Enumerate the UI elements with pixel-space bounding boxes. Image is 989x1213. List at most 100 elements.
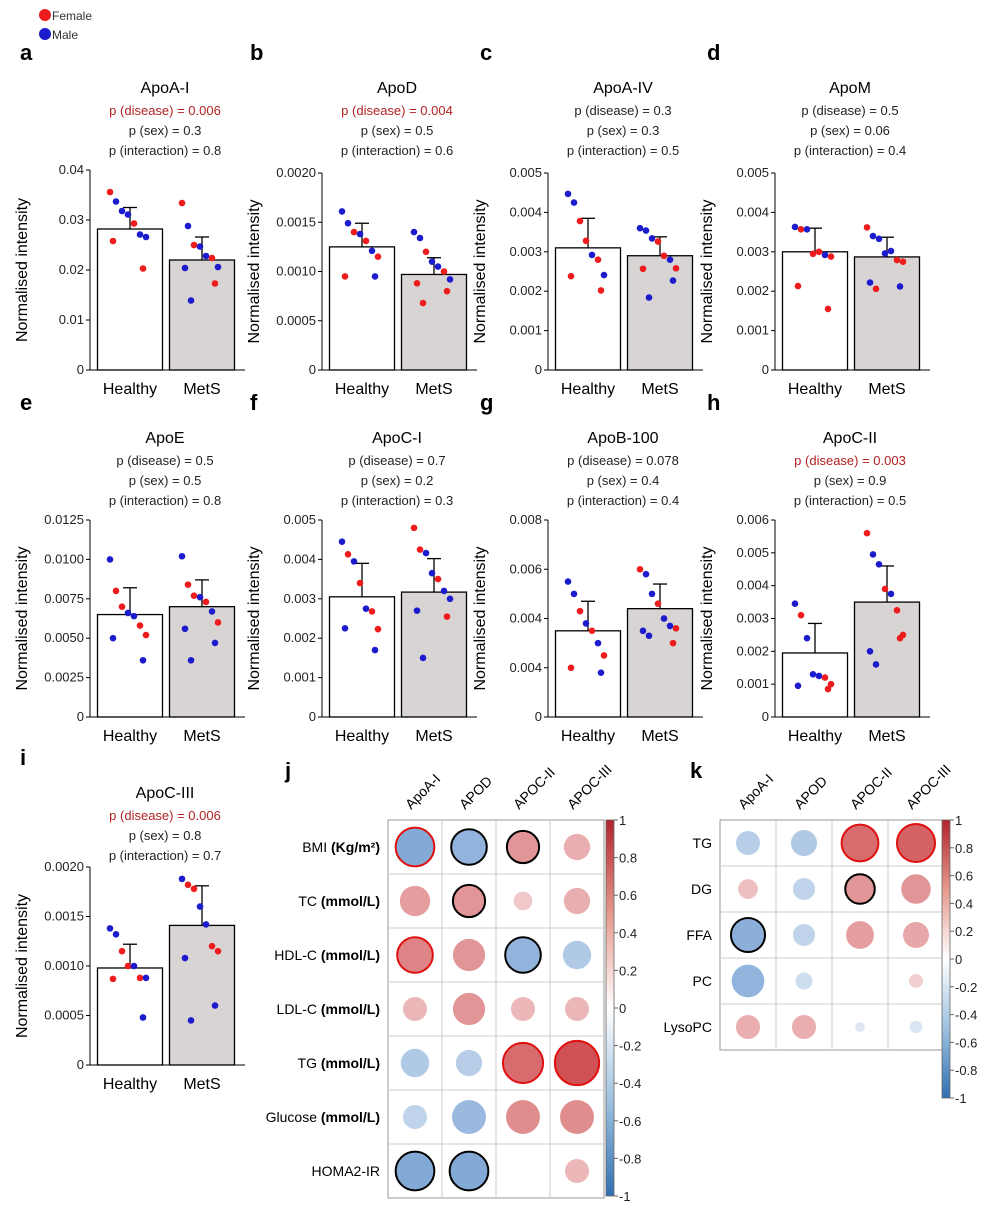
correlation-circle [452, 1100, 486, 1134]
data-point-female [419, 299, 427, 307]
y-tick-label: 0.002 [283, 630, 316, 645]
data-point-male [202, 921, 210, 928]
correlation-circle [729, 916, 767, 954]
column-label: APOC-III [564, 761, 615, 812]
data-point-male [794, 682, 802, 690]
correlation-circle [399, 885, 431, 917]
p-disease-label: p (disease) = 0.078 [567, 453, 679, 468]
data-point-male [866, 648, 874, 655]
p-disease-label: p (disease) = 0.003 [794, 453, 906, 468]
data-point-female [815, 248, 823, 256]
data-point-female [824, 305, 832, 313]
row-label-name: HOMA2-IR [312, 1163, 380, 1179]
correlation-circle [565, 1159, 589, 1183]
bar-mets [626, 608, 694, 718]
data-point-female [893, 606, 901, 614]
x-tick-label: MetS [415, 381, 452, 398]
data-point-female [899, 258, 907, 265]
bar-healthy [328, 596, 396, 718]
correlation-circle [501, 1041, 545, 1085]
correlation-circle [791, 1014, 817, 1040]
data-point-female [190, 241, 198, 249]
data-point-male [600, 271, 608, 279]
x-tick-label: Healthy [103, 728, 157, 745]
row-label-unit: (mmol/L) [321, 1109, 380, 1125]
correlation-circle [909, 974, 923, 988]
y-tick-label: 0.001 [736, 676, 769, 691]
p-disease-label: p (disease) = 0.004 [341, 103, 453, 118]
colorbar-tick-label: 0.8 [619, 851, 637, 866]
colorbar-tick-label: -0.4 [955, 1008, 977, 1023]
correlation-circle [560, 1100, 594, 1134]
p-disease-label: p (disease) = 0.5 [116, 453, 213, 468]
row-label-unit: (mmol/L) [321, 1055, 380, 1071]
y-tick-label: 0.002 [509, 283, 542, 298]
data-point-male [645, 294, 653, 301]
data-point-male [570, 590, 578, 598]
data-point-male [666, 256, 674, 263]
data-point-female [184, 881, 192, 889]
y-tick-label: 0.003 [736, 244, 769, 259]
bar-healthy [554, 630, 622, 718]
correlation-circle [793, 878, 815, 900]
correlation-circle [452, 938, 486, 972]
data-point-male [142, 233, 150, 241]
data-point-female [356, 579, 364, 587]
data-point-male [645, 632, 653, 640]
data-point-female [124, 962, 132, 970]
chart-title: ApoC-I [372, 430, 422, 447]
correlation-circle [565, 997, 589, 1021]
row-label: TC (mmol/L) [298, 893, 380, 909]
p-sex-label: p (sex) = 0.3 [129, 123, 202, 138]
data-point-male [112, 931, 120, 938]
data-point-female [809, 250, 817, 258]
data-point-male [422, 549, 430, 557]
correlation-circle [844, 873, 876, 905]
data-point-male [109, 634, 117, 642]
x-tick-label: Healthy [561, 381, 615, 398]
colorbar-tick-label: 0 [955, 952, 962, 967]
colorbar-tick-label: -0.6 [619, 1114, 641, 1129]
y-tick-label: 0.008 [509, 512, 542, 527]
correlation-circle [895, 822, 937, 864]
y-tick-label: 0.004 [736, 578, 769, 593]
correlation-circle [902, 921, 930, 949]
data-point-female [863, 224, 871, 231]
y-tick-label: 0.01 [59, 312, 84, 327]
x-tick-label: Healthy [103, 381, 157, 398]
row-label-name: BMI [302, 839, 331, 855]
correlation-circle [562, 940, 592, 970]
data-point-female [872, 285, 880, 293]
row-label-name: TG [693, 835, 712, 851]
panel-label: b [250, 40, 263, 65]
data-point-female [588, 627, 596, 635]
data-point-female [118, 947, 126, 955]
row-label-name: HDL-C [274, 947, 321, 963]
data-point-female [443, 287, 451, 295]
y-tick-label: 0.002 [736, 283, 769, 298]
y-tick-label: 0.0010 [44, 958, 84, 973]
data-point-male [112, 198, 120, 205]
row-label-unit: (mmol/L) [321, 1001, 380, 1017]
data-point-female [109, 237, 117, 245]
legend-male-marker [39, 28, 51, 40]
data-point-male [124, 211, 132, 218]
colorbar-tick-label: 0.4 [955, 896, 973, 911]
row-label: Glucose (mmol/L) [266, 1109, 380, 1125]
correlation-panel-j: j ApoA-I APOD APOC-II APOC-III BMI (Kg/m²) TC … [266, 758, 642, 1204]
data-point-male [791, 600, 799, 608]
data-point-female [202, 598, 210, 606]
data-point-male [211, 1002, 219, 1009]
correlation-circle [901, 874, 931, 904]
data-point-male [196, 903, 204, 910]
data-point-female [654, 600, 662, 608]
y-tick-label: 0.004 [509, 660, 542, 675]
data-point-male [564, 190, 572, 198]
data-point-male [869, 232, 877, 240]
data-point-male [106, 925, 114, 932]
data-point-female [139, 265, 147, 272]
y-axis-label: Normalised intensity [472, 199, 489, 343]
chart-title: ApoB-100 [587, 430, 658, 447]
row-label: DG [691, 881, 712, 897]
p-sex-label: p (sex) = 0.9 [814, 473, 887, 488]
